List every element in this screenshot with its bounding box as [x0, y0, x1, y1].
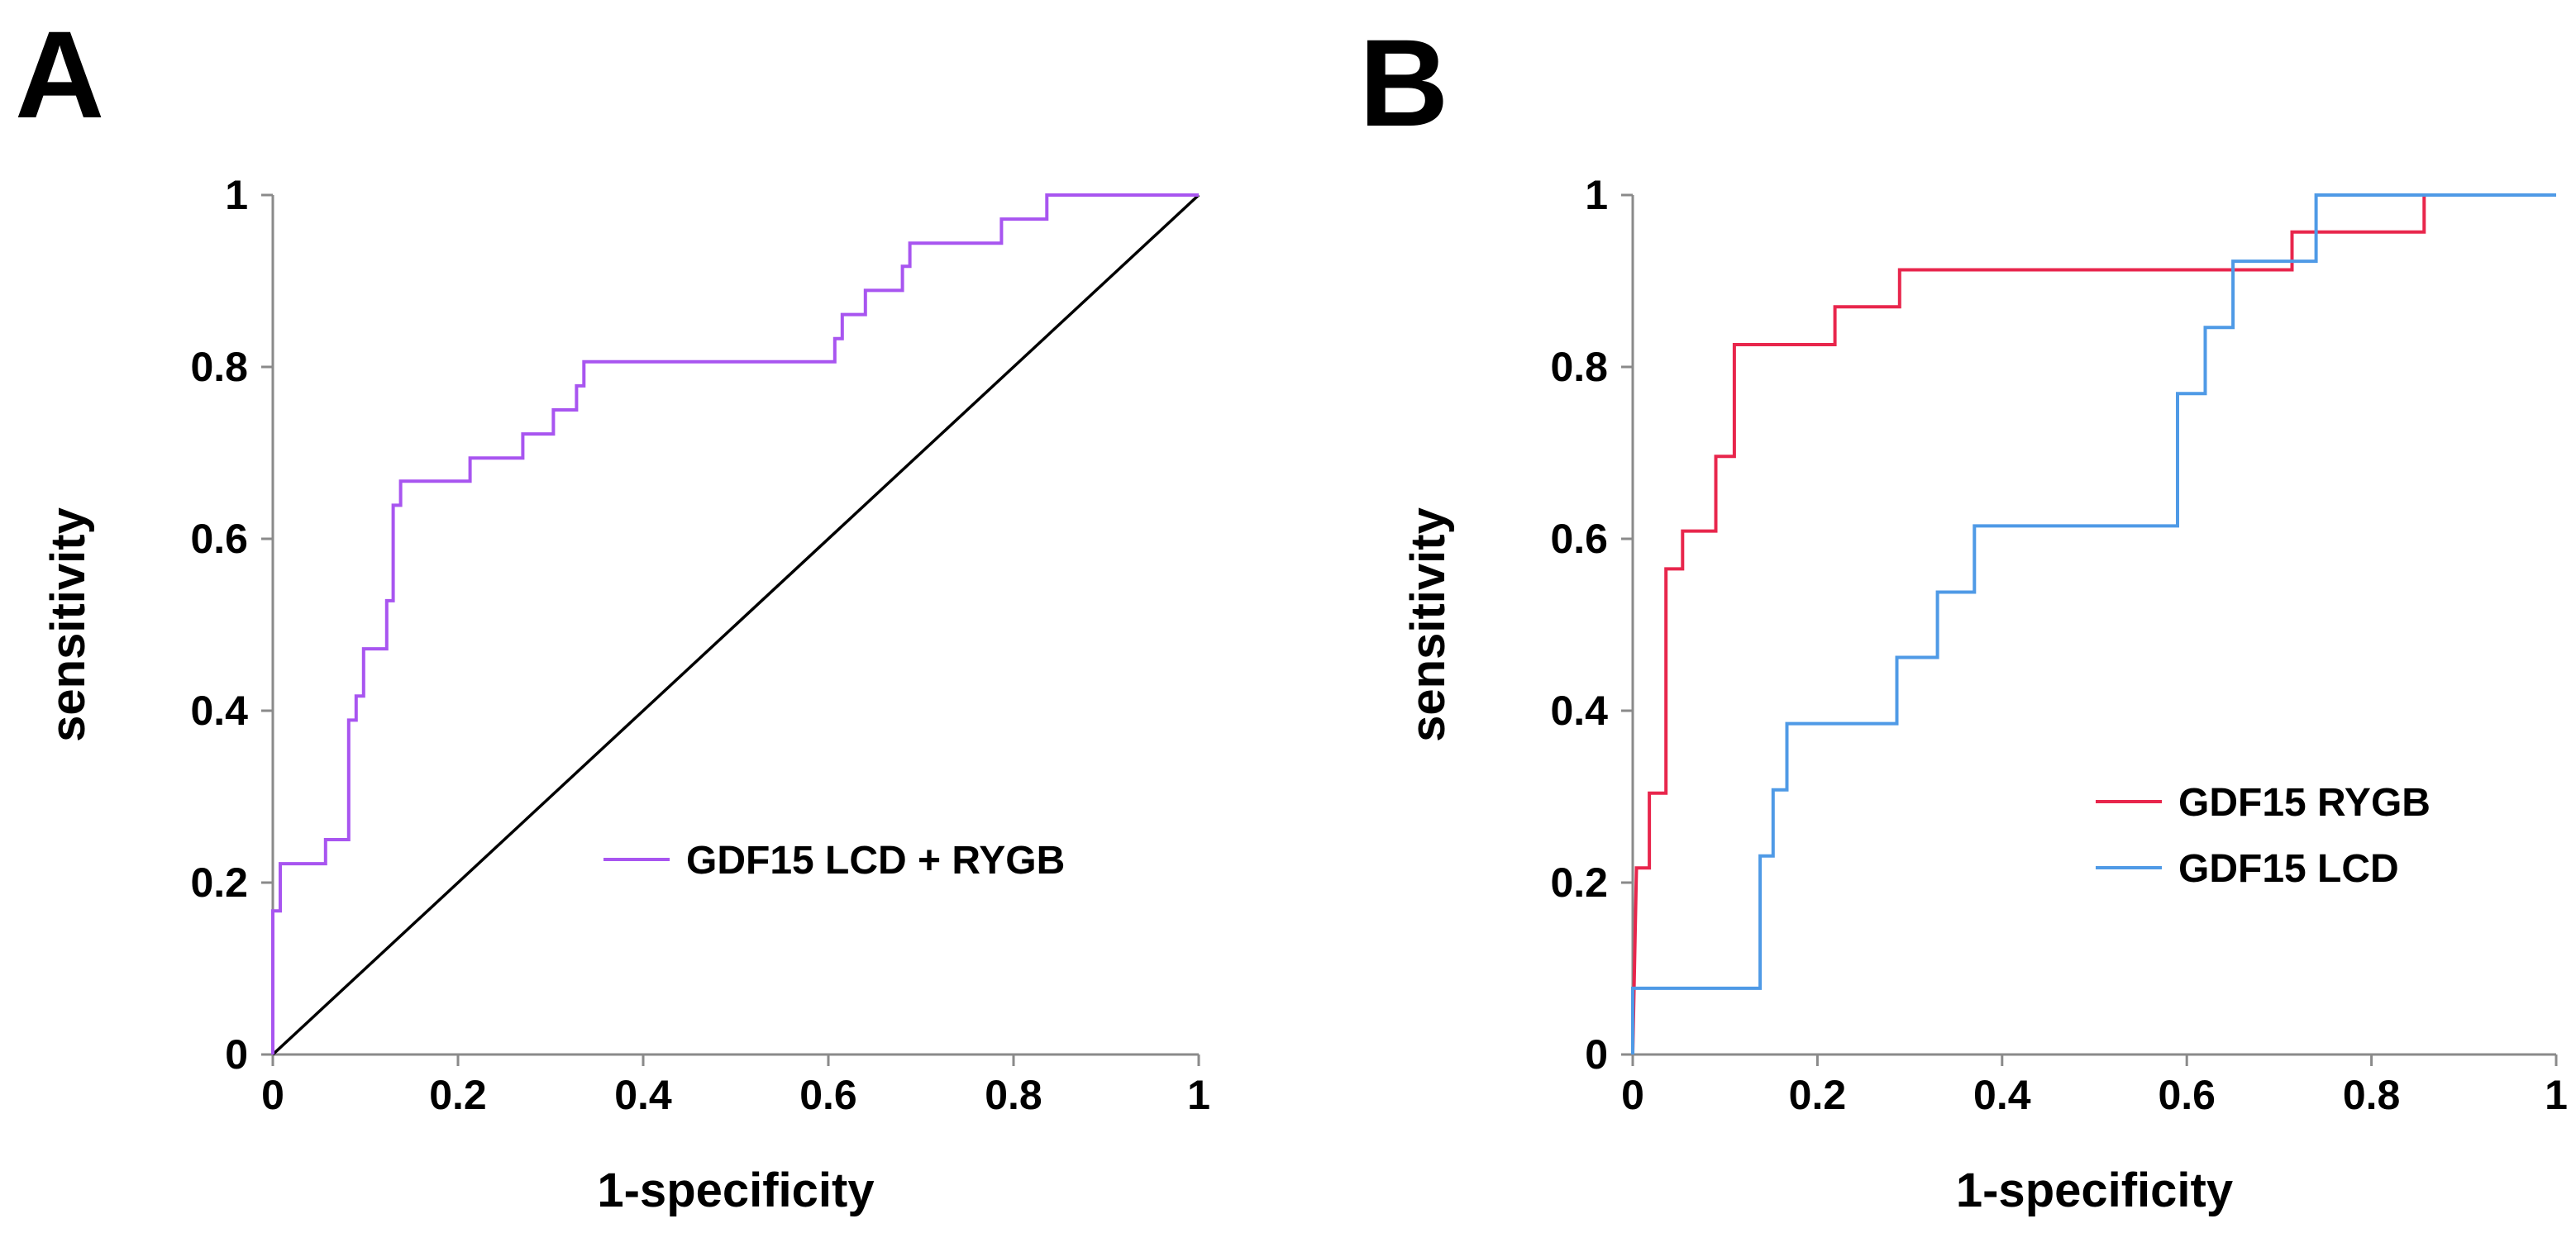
panel-b-letter: B: [1359, 13, 1448, 152]
panel-b-y-tick-label: 0.2: [1550, 859, 1608, 906]
panel-a-x-tick-label: 0.8: [985, 1072, 1042, 1118]
panel-a-y-tick-label: 0.2: [190, 859, 248, 906]
panel-b-y-tick-label: 0: [1585, 1031, 1608, 1078]
panel-b-x-tick-label: 0.2: [1789, 1072, 1847, 1118]
panel-b-y-tick-label: 0.8: [1550, 344, 1608, 390]
panel-a-y-tick-label: 0.6: [190, 516, 248, 562]
roc-panel-a: 0 0.2 0.4 0.6 0.8 1 0 0.2 0.4 0.6 0.8 1 1-specificit…: [41, 172, 1210, 1217]
panel-a-legend-label-1: GDF15 LCD + RYGB: [686, 839, 1065, 883]
roc-panel-b: 0 0.2 0.4 0.6 0.8 1 0 0.2 0.4 0.6 0.8 1 1-specificit…: [1401, 172, 2568, 1217]
panel-b-x-tick-label: 0.6: [2158, 1072, 2216, 1118]
panel-a-reference-diagonal: [271, 193, 1200, 1056]
panel-a-letter: A: [15, 5, 104, 144]
panel-b-y-tick-label: 1: [1585, 172, 1608, 218]
panel-b-x-tick-label: 0: [1621, 1072, 1644, 1118]
panel-b-legend-label-1: GDF15 RYGB: [2178, 781, 2431, 825]
panel-a-x-tick-label: 0.2: [429, 1072, 487, 1118]
panel-b-y-tick-label: 0.6: [1550, 516, 1608, 562]
panel-a-x-tick-label: 0.6: [799, 1072, 857, 1118]
panel-a-y-axis-label: sensitivity: [41, 507, 95, 742]
panel-a-y-tick-label: 0.8: [190, 344, 248, 390]
panel-b-roc-curve-1: [1631, 193, 2556, 1055]
panel-b-y-tick-label: 0.4: [1550, 688, 1608, 734]
panel-a-x-tick-label: 0: [261, 1072, 284, 1118]
panel-a-y-tick-label: 0: [225, 1031, 248, 1078]
panel-a-roc-curve-1: [271, 193, 1199, 1054]
panel-b-x-tick-label: 0.8: [2343, 1072, 2401, 1118]
panel-a-x-tick-label: 1: [1187, 1072, 1210, 1118]
panel-a-y-tick-label: 1: [225, 172, 248, 218]
panel-a-x-tick-label: 0.4: [614, 1072, 672, 1118]
panel-a-x-axis-label: 1-specificity: [597, 1164, 874, 1217]
panel-b-x-axis-label: 1-specificity: [1956, 1164, 2233, 1217]
panel-b-x-tick-label: 1: [2545, 1072, 2568, 1118]
panel-a-y-tick-label: 0.4: [190, 688, 248, 734]
panel-b-x-tick-label: 0.4: [1973, 1072, 2031, 1118]
panel-b-legend-label-2: GDF15 LCD: [2178, 847, 2399, 891]
panel-b-y-axis-label: sensitivity: [1401, 507, 1455, 742]
panel-b-roc-curve-2: [1631, 193, 2556, 1054]
